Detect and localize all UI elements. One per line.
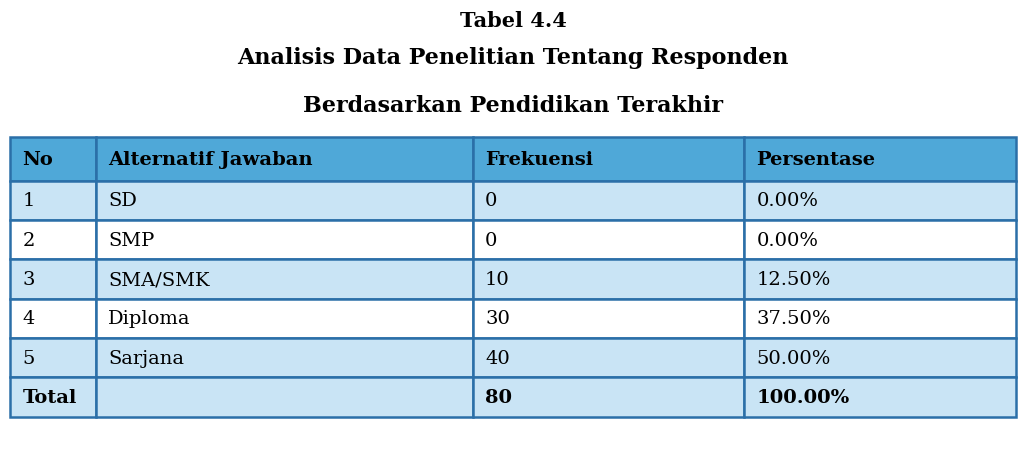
- Bar: [10, 260, 95, 299]
- Text: 3: 3: [23, 271, 35, 288]
- Bar: [473, 338, 744, 377]
- Text: 4: 4: [23, 310, 35, 327]
- Text: Diploma: Diploma: [108, 310, 191, 327]
- Bar: [744, 299, 1016, 338]
- Text: Tabel 4.4: Tabel 4.4: [460, 11, 566, 31]
- Bar: [744, 181, 1016, 221]
- Text: 0.00%: 0.00%: [756, 231, 819, 249]
- Text: 2: 2: [23, 231, 35, 249]
- Bar: [10, 221, 95, 260]
- Bar: [473, 138, 744, 181]
- Bar: [95, 138, 473, 181]
- Text: 1: 1: [23, 192, 35, 210]
- Bar: [473, 260, 744, 299]
- Text: 12.50%: 12.50%: [756, 271, 831, 288]
- Bar: [744, 221, 1016, 260]
- Text: 0.00%: 0.00%: [756, 192, 819, 210]
- Text: 0: 0: [485, 231, 498, 249]
- Bar: [10, 181, 95, 221]
- Text: Alternatif Jawaban: Alternatif Jawaban: [108, 151, 313, 168]
- Text: 50.00%: 50.00%: [756, 349, 831, 367]
- Bar: [10, 138, 95, 181]
- Text: 40: 40: [485, 349, 510, 367]
- Text: Berdasarkan Pendidikan Terakhir: Berdasarkan Pendidikan Terakhir: [303, 95, 723, 117]
- Text: 80: 80: [485, 388, 512, 406]
- Text: Persentase: Persentase: [756, 151, 875, 168]
- Text: 100.00%: 100.00%: [756, 388, 850, 406]
- Bar: [95, 299, 473, 338]
- Text: SMA/SMK: SMA/SMK: [108, 271, 209, 288]
- Text: SD: SD: [108, 192, 136, 210]
- Text: 30: 30: [485, 310, 510, 327]
- Bar: [95, 338, 473, 377]
- Text: Analisis Data Penelitian Tentang Responden: Analisis Data Penelitian Tentang Respond…: [237, 47, 789, 69]
- Text: 10: 10: [485, 271, 510, 288]
- Bar: [473, 377, 744, 417]
- Text: Sarjana: Sarjana: [108, 349, 184, 367]
- Text: 0: 0: [485, 192, 498, 210]
- Bar: [95, 181, 473, 221]
- Text: Total: Total: [23, 388, 77, 406]
- Bar: [473, 221, 744, 260]
- Bar: [473, 181, 744, 221]
- Bar: [744, 377, 1016, 417]
- Bar: [95, 221, 473, 260]
- Bar: [744, 260, 1016, 299]
- Bar: [744, 338, 1016, 377]
- Text: 5: 5: [23, 349, 35, 367]
- Text: SMP: SMP: [108, 231, 154, 249]
- Text: No: No: [23, 151, 53, 168]
- Bar: [95, 377, 473, 417]
- Text: Frekuensi: Frekuensi: [485, 151, 593, 168]
- Bar: [10, 299, 95, 338]
- Bar: [473, 299, 744, 338]
- Bar: [95, 260, 473, 299]
- Bar: [10, 338, 95, 377]
- Bar: [10, 377, 95, 417]
- Bar: [744, 138, 1016, 181]
- Text: 37.50%: 37.50%: [756, 310, 831, 327]
